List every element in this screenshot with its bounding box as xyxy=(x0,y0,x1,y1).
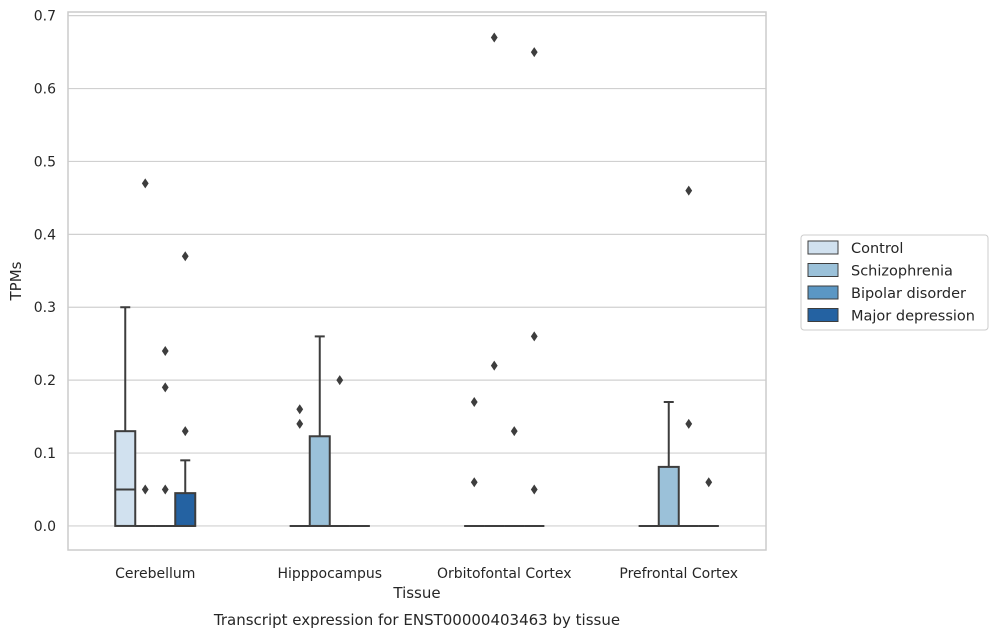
y-tick-label: 0.1 xyxy=(34,446,56,462)
box-series xyxy=(114,32,719,527)
y-tick-label: 0.7 xyxy=(34,9,56,25)
y-tick-label: 0.2 xyxy=(34,373,56,389)
outlier-point xyxy=(141,178,149,189)
outlier-point xyxy=(181,426,189,437)
legend-label: Major depression xyxy=(851,309,975,325)
y-axis-label: TPMs xyxy=(7,261,25,301)
x-tick-label: Orbitofontal Cortex xyxy=(437,566,572,582)
box-group xyxy=(657,401,680,527)
box-group xyxy=(504,426,525,527)
outlier-point xyxy=(490,360,498,371)
outlier-point xyxy=(685,418,693,429)
outlier-point xyxy=(685,185,693,196)
box-group xyxy=(114,306,137,527)
legend-swatch xyxy=(807,285,839,300)
box-group xyxy=(308,335,331,527)
outlier-point xyxy=(161,484,169,495)
box-group xyxy=(484,32,505,527)
legend-label: Control xyxy=(851,241,903,257)
box xyxy=(174,492,197,527)
y-tick-label: 0.0 xyxy=(34,519,56,535)
outlier-point xyxy=(470,397,478,408)
box xyxy=(308,435,331,527)
x-tick-label: Prefrontal Cortex xyxy=(619,566,738,582)
legend: Control Schizophrenia Bipolar disorder Majo… xyxy=(800,234,989,331)
y-tick-label: 0.3 xyxy=(34,300,56,316)
legend-swatch xyxy=(807,263,839,277)
box-group xyxy=(698,477,719,527)
outlier-point xyxy=(530,484,538,495)
box-group xyxy=(678,185,699,527)
outlier-point xyxy=(530,331,538,342)
y-tick-label: 0.4 xyxy=(34,227,56,243)
box xyxy=(657,465,680,527)
outlier-point xyxy=(510,426,518,437)
x-tick-label: Cerebellum xyxy=(115,566,195,582)
outlier-point xyxy=(161,382,169,393)
y-tick-labels: 0.0 0.1 0.2 0.3 0.4 0.5 0.6 0.7 xyxy=(34,9,56,535)
box-group xyxy=(329,375,350,527)
legend-swatch xyxy=(807,240,839,255)
legend-swatch xyxy=(807,308,839,322)
outlier-point xyxy=(181,251,189,262)
outlier-point xyxy=(490,32,498,43)
x-tick-labels: Cerebellum Hipppocampus Orbitofontal Corte… xyxy=(115,566,738,582)
x-axis-label: Tissue xyxy=(392,584,440,602)
box-group xyxy=(174,251,197,527)
box xyxy=(114,430,137,527)
box-group xyxy=(464,397,485,527)
legend-label: Schizophrenia xyxy=(851,264,953,280)
box-group xyxy=(155,345,176,527)
outlier-point xyxy=(141,484,149,495)
y-tick-label: 0.6 xyxy=(34,82,56,98)
outlier-point xyxy=(336,375,344,386)
chart-caption: Transcript expression for ENST0000040346… xyxy=(213,611,620,629)
legend-frame xyxy=(800,234,989,331)
legend-label: Bipolar disorder xyxy=(851,286,966,302)
x-tick-label: Hipppocampus xyxy=(277,566,382,582)
outlier-point xyxy=(530,47,538,58)
outlier-point xyxy=(470,477,478,488)
box-group xyxy=(289,404,310,527)
box-group xyxy=(524,47,545,527)
outlier-point xyxy=(705,477,713,488)
outlier-point xyxy=(161,345,169,356)
outlier-point xyxy=(296,404,304,415)
plot-area-frame xyxy=(67,11,767,551)
box-group xyxy=(135,178,156,527)
outlier-point xyxy=(296,418,304,429)
y-tick-label: 0.5 xyxy=(34,154,56,170)
